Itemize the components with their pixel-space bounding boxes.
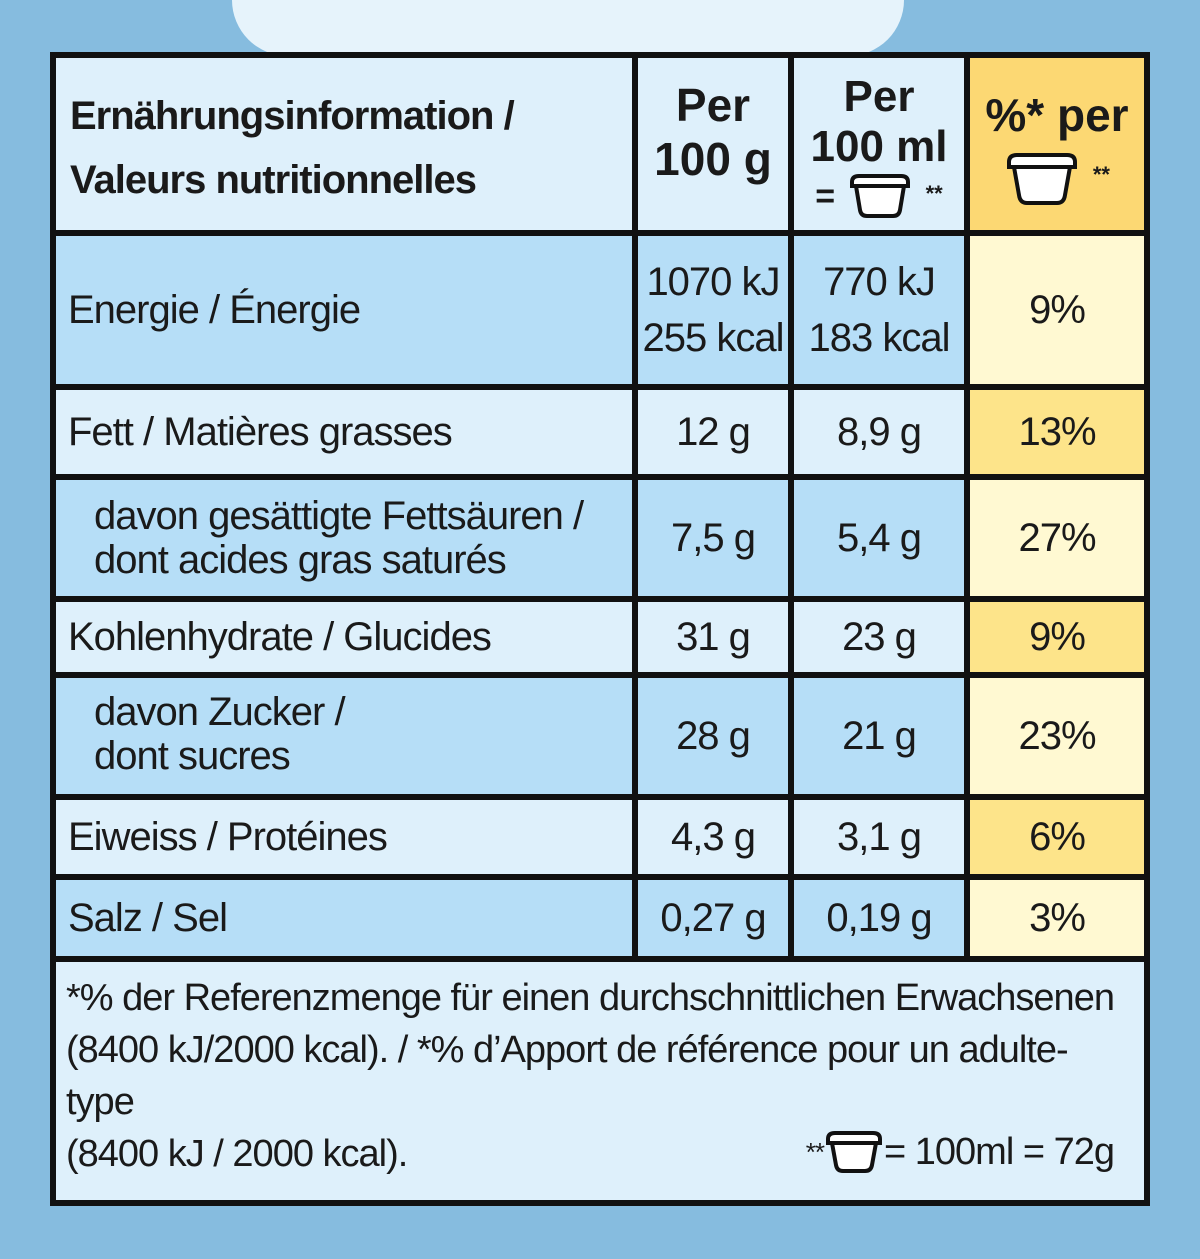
footnote-line1: *% der Referenzmenge für einen durchschn… [66, 977, 1115, 1019]
row-protein-percent: 6% [970, 800, 1144, 874]
row-salt-per-100g: 0,27 g [638, 880, 788, 956]
row-fat-per-100g: 12 g [638, 390, 788, 474]
row-saturates-per-100g: 7,5 g [638, 480, 788, 596]
footnote-line3: (8400 kJ / 2000 kcal). [66, 1133, 408, 1175]
header-per-100g-line2: 100 g [654, 133, 772, 185]
sugars-label-line1: davon Zucker / [94, 690, 346, 734]
header-percent-cell: %* per ** [970, 58, 1144, 230]
energy-kj-100ml: 770 kJ [823, 260, 936, 304]
top-tab [232, 0, 904, 56]
row-saturates-label: davon gesättigte Fettsäuren / dont acide… [56, 480, 632, 596]
row-sugars-label: davon Zucker / dont sucres [56, 678, 632, 794]
ice-cream-cup-icon [850, 174, 911, 219]
row-carbs-percent: 9% [970, 602, 1144, 672]
row-salt-per-100ml: 0,19 g [794, 880, 964, 956]
ice-cream-cup-icon [826, 1131, 883, 1173]
row-carbs-per-100ml: 23 g [794, 602, 964, 672]
header-per-100ml-mark: ** [925, 181, 943, 206]
header-per-100ml-line1: Per [843, 72, 915, 121]
row-carbs-per-100g: 31 g [638, 602, 788, 672]
row-salt-label: Salz / Sel [56, 880, 632, 956]
row-sugars-percent: 23% [970, 678, 1144, 794]
header-equals: = [815, 177, 836, 216]
header-label-line1: Ernährungsinformation / [70, 94, 515, 138]
row-saturates-per-100ml: 5,4 g [794, 480, 964, 596]
row-salt-percent: 3% [970, 880, 1144, 956]
row-protein-per-100g: 4,3 g [638, 800, 788, 874]
row-fat-per-100ml: 8,9 g [794, 390, 964, 474]
row-energy-per-100ml: 770 kJ 183 kcal [794, 236, 964, 384]
portion-note: ** = 100ml = 72g [805, 1126, 1115, 1178]
portion-prefix: ** [805, 1137, 825, 1167]
header-per-100ml-cell: Per 100 ml = ** [794, 58, 964, 230]
row-fat-percent: 13% [970, 390, 1144, 474]
row-fat-label: Fett / Matières grasses [56, 390, 632, 474]
row-sugars-per-100g: 28 g [638, 678, 788, 794]
energy-kcal-100g: 255 kcal [642, 316, 785, 360]
portion-text: = 100ml = 72g [884, 1131, 1115, 1173]
row-energy-per-100g: 1070 kJ 255 kcal [638, 236, 788, 384]
header-percent-line1: %* per [985, 89, 1129, 141]
header-label-line2: Valeurs nutritionnelles [70, 158, 477, 202]
energy-kj-100g: 1070 kJ [646, 260, 780, 304]
nutrition-table: Ernährungsinformation / Valeurs nutritio… [50, 52, 1150, 1206]
ice-cream-cup-icon [1007, 152, 1078, 205]
footnote-line2: (8400 kJ/2000 kcal). / *% d’Apport de ré… [66, 1029, 1069, 1123]
row-protein-label: Eiweiss / Protéines [56, 800, 632, 874]
sugars-label-line2: dont sucres [94, 734, 291, 778]
row-sugars-per-100ml: 21 g [794, 678, 964, 794]
header-per-100g-line1: Per [675, 79, 751, 131]
row-saturates-percent: 27% [970, 480, 1144, 596]
saturates-label-line1: davon gesättigte Fettsäuren / [94, 494, 584, 538]
header-per-100g-cell: Per 100 g [638, 58, 788, 230]
saturates-label-line2: dont acides gras saturés [94, 538, 507, 582]
header-per-100ml-line2: 100 ml [810, 122, 948, 171]
row-protein-per-100ml: 3,1 g [794, 800, 964, 874]
row-energy-percent: 9% [970, 236, 1144, 384]
row-energy-label: Energie / Énergie [56, 236, 632, 384]
row-carbs-label: Kohlenhydrate / Glucides [56, 602, 632, 672]
header-label-cell: Ernährungsinformation / Valeurs nutritio… [56, 58, 632, 230]
energy-kcal-100ml: 183 kcal [808, 316, 951, 360]
header-percent-mark: ** [1092, 162, 1110, 187]
footnote: *% der Referenzmenge für einen durchschn… [56, 962, 1144, 1200]
